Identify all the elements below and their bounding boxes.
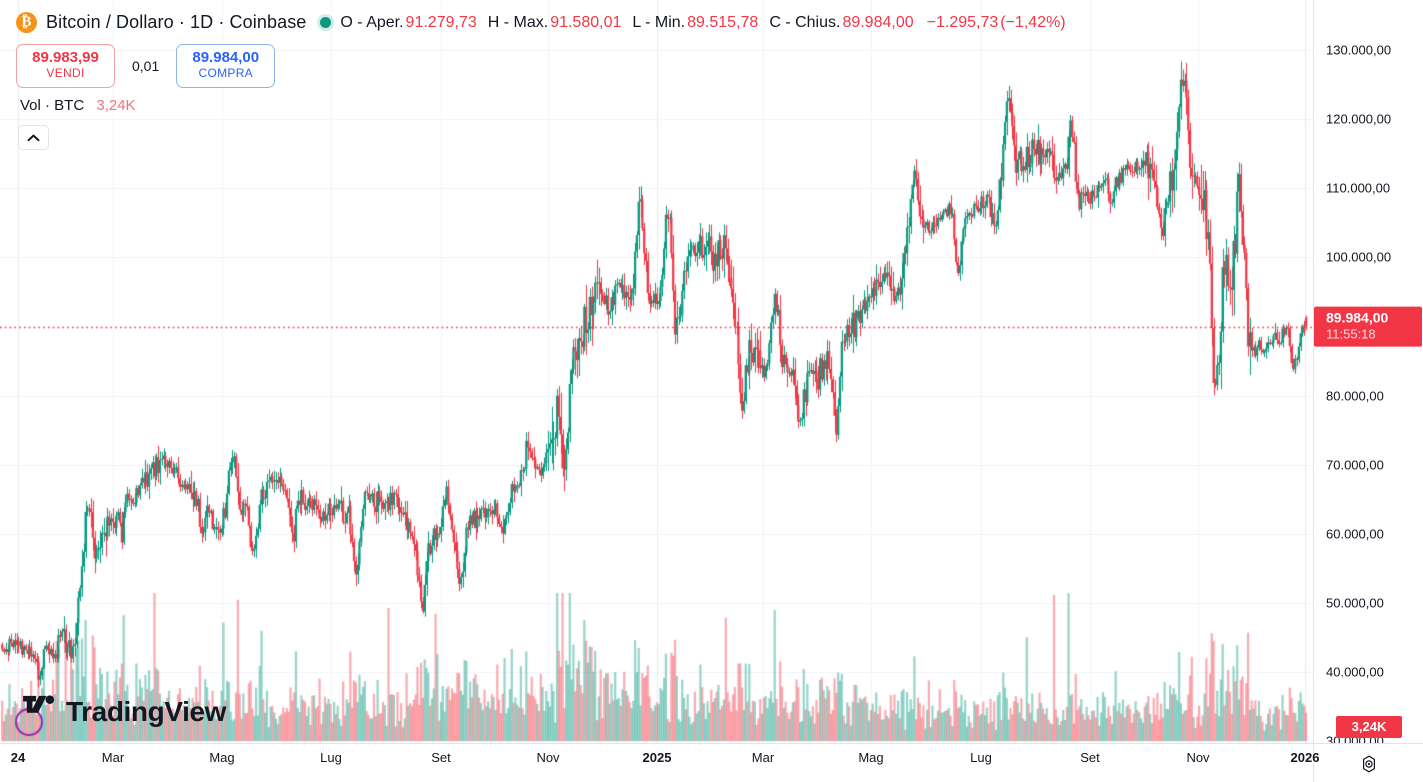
price-axis-tick: 60.000,00 — [1326, 526, 1384, 542]
ohlc-high-value: 91.580,01 — [550, 13, 622, 31]
time-axis-tick: Nov — [1186, 750, 1210, 765]
time-axis-tick: Lug — [970, 750, 992, 765]
market-status-dot — [320, 17, 332, 28]
bitcoin-icon: ₿ — [16, 12, 37, 33]
volume-legend-value: 3,24K — [96, 97, 136, 114]
ohlc-low-label: L - Min. — [632, 13, 686, 31]
symbol-title[interactable]: Bitcoin / Dollaro · 1D · Coinbase — [46, 12, 307, 32]
ohlc-open-label: O - Aper. — [340, 13, 404, 31]
buy-button[interactable]: 89.984,00 COMPRA — [176, 44, 276, 88]
spread-value: 0,01 — [132, 57, 160, 74]
volume-legend[interactable]: Vol · BTC 3,24K — [20, 97, 136, 114]
current-price-badge[interactable]: 89.984,00 11:55:18 — [1314, 306, 1422, 347]
ohlc-close-value: 89.984,00 — [842, 13, 914, 31]
ohlc-high-label: H - Max. — [487, 13, 549, 31]
volume-value-badge[interactable]: 3,24K — [1336, 716, 1402, 738]
price-axis-tick: 120.000,00 — [1326, 111, 1392, 127]
price-axis-tick: 130.000,00 — [1326, 42, 1392, 58]
volume-legend-label: Vol · BTC — [20, 97, 85, 114]
chart-legend-header: ₿ Bitcoin / Dollaro · 1D · Coinbase O - … — [16, 12, 1066, 33]
current-price-value: 89.984,00 — [1326, 309, 1389, 326]
price-axis[interactable]: 130.000,00 120.000,00 110.000,00 100.000,00… — [1313, 0, 1423, 749]
time-axis[interactable]: 24 Mar Mag Lug Set Nov 2025 Mar Mag Lug Set Nov 2026 — [0, 743, 1423, 782]
price-axis-tick: 40.000,00 — [1326, 664, 1384, 680]
time-axis-tick: 2025 — [642, 750, 672, 765]
collapse-pane-button[interactable] — [18, 125, 49, 150]
time-axis-tick: 2026 — [1290, 750, 1320, 765]
time-axis-tick: 24 — [10, 750, 26, 765]
price-axis-tick: 50.000,00 — [1326, 595, 1384, 611]
sell-button[interactable]: 89.983,99 VENDI — [16, 44, 115, 88]
ohlc-low-value: 89.515,78 — [687, 13, 759, 31]
current-price-time: 11:55:18 — [1326, 326, 1376, 342]
time-axis-tick: Nov — [536, 750, 560, 765]
price-axis-tick: 110.000,00 — [1326, 180, 1391, 196]
price-axis-tick: 80.000,00 — [1326, 388, 1384, 404]
time-axis-tick: Set — [1080, 750, 1100, 765]
sell-label: VENDI — [46, 66, 85, 81]
settings-gear-icon — [1359, 755, 1379, 778]
chevron-up-icon — [27, 134, 40, 142]
change-absolute: −1.295,73 — [926, 13, 999, 31]
sell-price: 89.983,99 — [32, 49, 99, 66]
time-axis-tick: Mag — [209, 750, 235, 765]
time-axis-tick: Mag — [858, 750, 884, 765]
ohlc-open-value: 91.279,73 — [405, 13, 477, 31]
time-axis-tick: Set — [431, 750, 451, 765]
price-axis-tick: 70.000,00 — [1326, 457, 1384, 473]
time-axis-tick: Mar — [101, 750, 125, 765]
trade-buttons-row: 89.983,99 VENDI 0,01 89.984,00 COMPRA — [16, 44, 276, 88]
ohlc-values: O - Aper. 91.279,73 H - Max. 91.580,01 L… — [340, 14, 1065, 32]
change-percent: (−1,42%) — [1000, 13, 1066, 31]
time-axis-separator — [1313, 744, 1314, 782]
ohlc-close-label: C - Chius. — [769, 13, 841, 31]
chart-plot-area[interactable] — [0, 0, 1313, 743]
price-axis-tick: 100.000,00 — [1326, 249, 1392, 265]
buy-label: COMPRA — [198, 66, 253, 81]
chart-settings-button[interactable] — [1359, 754, 1379, 779]
time-axis-tick: Mar — [751, 750, 775, 765]
buy-price: 89.984,00 — [192, 49, 260, 66]
time-axis-tick: Lug — [320, 750, 342, 765]
